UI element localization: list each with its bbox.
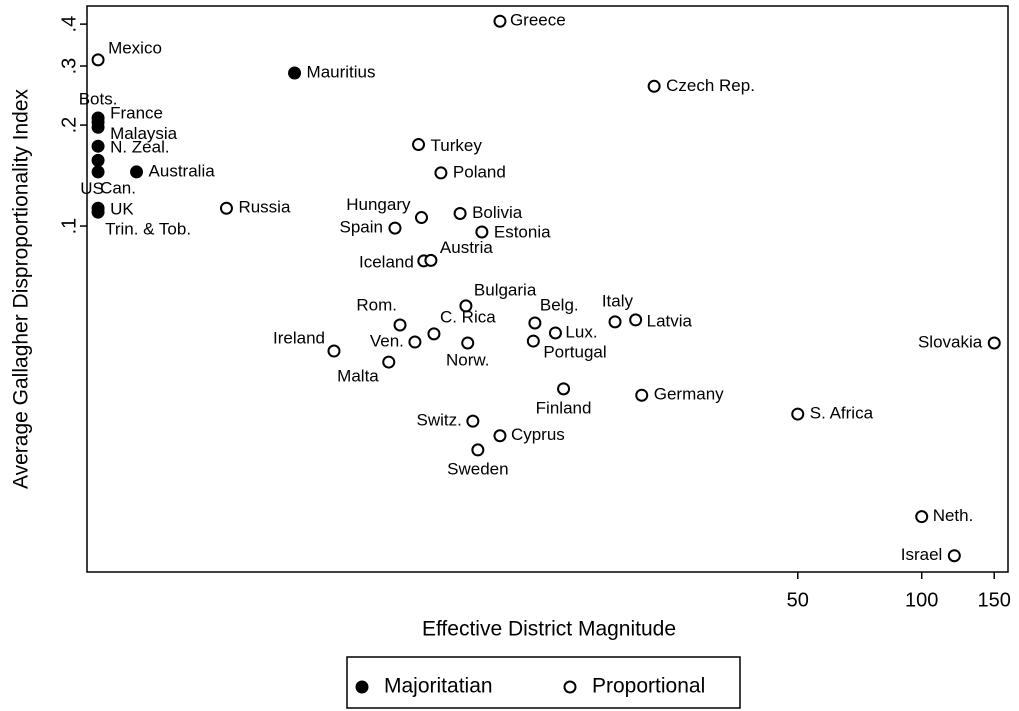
point-label: Czech Rep. bbox=[666, 76, 755, 95]
legend-label: Proportional bbox=[592, 675, 705, 698]
point bbox=[453, 206, 467, 220]
point-label: Rom. bbox=[356, 295, 397, 314]
point-label: Austria bbox=[440, 238, 493, 257]
point bbox=[548, 326, 562, 340]
point bbox=[461, 336, 475, 350]
point-label: Mauritius bbox=[307, 62, 376, 81]
point bbox=[608, 315, 622, 329]
x-axis-title: Effective District Magnitude bbox=[422, 618, 676, 641]
point bbox=[414, 211, 428, 225]
point-label: Estonia bbox=[494, 222, 551, 241]
point-label: Russia bbox=[238, 198, 291, 217]
x-tick-label: 50 bbox=[787, 589, 809, 611]
point-label: Israel bbox=[901, 545, 943, 564]
point bbox=[288, 66, 302, 80]
legend-marker bbox=[563, 680, 577, 694]
point-label: Portugal bbox=[543, 343, 606, 362]
point-label: N. Zeal. bbox=[110, 138, 170, 157]
point-label: Greece bbox=[510, 11, 566, 30]
point-label: France bbox=[110, 104, 163, 123]
point-label: Germany bbox=[654, 385, 724, 404]
point-label: Hungary bbox=[346, 195, 411, 214]
point-label: Finland bbox=[536, 398, 592, 417]
point bbox=[91, 139, 105, 153]
point bbox=[382, 355, 396, 369]
legend-marker bbox=[355, 680, 369, 694]
point bbox=[987, 336, 1001, 350]
point bbox=[947, 549, 961, 563]
point-label: Poland bbox=[453, 162, 506, 181]
point bbox=[130, 165, 144, 179]
point bbox=[424, 253, 438, 267]
point-label: Bulgaria bbox=[474, 280, 537, 299]
point-label: Ven. bbox=[370, 332, 404, 351]
point-label: Italy bbox=[602, 291, 634, 310]
point-label: Switz. bbox=[417, 411, 462, 430]
point bbox=[493, 429, 507, 443]
point bbox=[408, 335, 422, 349]
point-label: Turkey bbox=[431, 136, 483, 155]
point bbox=[466, 414, 480, 428]
point-label: Latvia bbox=[647, 311, 693, 330]
point bbox=[493, 14, 507, 28]
legend-box bbox=[346, 656, 741, 709]
point-label: Bolivia bbox=[472, 203, 523, 222]
point bbox=[327, 344, 341, 358]
point bbox=[471, 443, 485, 457]
point-label: Iceland bbox=[359, 252, 414, 271]
legend-label: Majoritatian bbox=[384, 675, 493, 698]
y-tick-label: .4 bbox=[58, 16, 80, 33]
plot-frame bbox=[86, 5, 1009, 573]
point bbox=[791, 407, 805, 421]
point-label: Slovakia bbox=[918, 332, 983, 351]
point-label: C. Rica bbox=[440, 307, 496, 326]
point bbox=[91, 165, 105, 179]
point bbox=[219, 201, 233, 215]
point-label: Cyprus bbox=[511, 425, 565, 444]
point-label: US bbox=[80, 179, 104, 198]
point bbox=[388, 221, 402, 235]
x-tick-label: 100 bbox=[905, 589, 938, 611]
point-label: Can. bbox=[100, 178, 136, 197]
point bbox=[91, 205, 105, 219]
point bbox=[915, 510, 929, 524]
point-label: Spain bbox=[340, 218, 383, 237]
point bbox=[629, 313, 643, 327]
point-label: Ireland bbox=[273, 329, 325, 348]
point-label: Norw. bbox=[446, 350, 489, 369]
x-tick-label: 150 bbox=[978, 589, 1011, 611]
point-label: Malta bbox=[337, 367, 379, 386]
point-label: Trin. & Tob. bbox=[105, 220, 191, 239]
point bbox=[427, 327, 441, 341]
point bbox=[647, 79, 661, 93]
y-axis-title: Average Gallagher Disproportionality Ind… bbox=[10, 89, 33, 490]
point bbox=[91, 120, 105, 134]
point-label: S. Africa bbox=[810, 404, 874, 423]
point-label: Malaysia bbox=[110, 124, 178, 143]
point-label: Mexico bbox=[108, 38, 162, 57]
point bbox=[526, 334, 540, 348]
point bbox=[393, 318, 407, 332]
point bbox=[459, 299, 473, 313]
point bbox=[91, 53, 105, 67]
point bbox=[412, 138, 426, 152]
point-label: Neth. bbox=[933, 506, 974, 525]
point bbox=[635, 388, 649, 402]
point bbox=[475, 225, 489, 239]
point-label: Australia bbox=[149, 161, 216, 180]
point bbox=[557, 382, 571, 396]
point bbox=[91, 153, 105, 167]
y-tick-label: .1 bbox=[58, 218, 80, 235]
point bbox=[528, 316, 542, 330]
point bbox=[434, 166, 448, 180]
point-label: UK bbox=[110, 200, 134, 219]
point-label: Lux. bbox=[565, 322, 597, 341]
point-label: Belg. bbox=[540, 295, 579, 314]
point-label: Bots. bbox=[79, 89, 118, 108]
y-tick-label: .2 bbox=[58, 117, 80, 134]
y-tick-label: .3 bbox=[58, 58, 80, 75]
point-label: Sweden bbox=[447, 459, 508, 478]
